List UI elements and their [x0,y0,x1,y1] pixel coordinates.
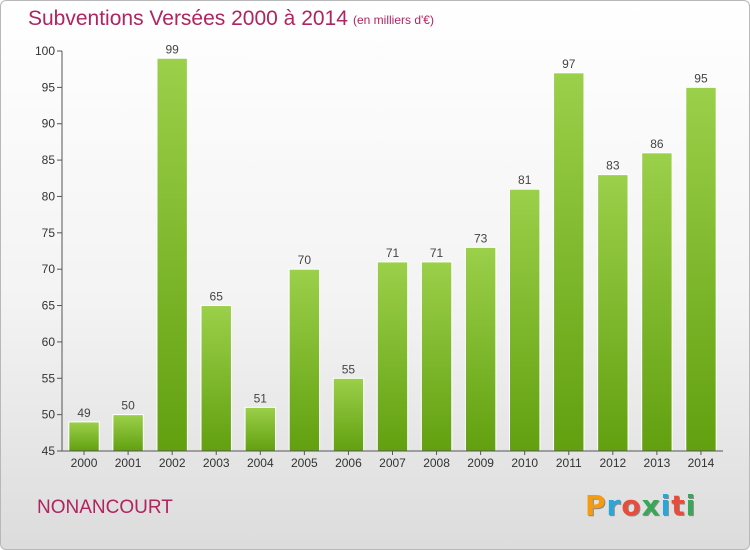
x-tick-label: 2008 [423,456,450,470]
y-tick-label: 50 [42,408,56,422]
bar [641,152,673,452]
bar [332,377,365,452]
y-tick-label: 85 [42,153,56,167]
x-tick-label: 2003 [203,456,230,470]
y-tick-label: 55 [42,371,56,385]
x-tick-label: 2009 [467,456,494,470]
x-tick-label: 2000 [71,456,98,470]
bar [244,406,277,452]
bar-value-label: 71 [430,246,444,260]
bar [200,305,232,452]
x-tick-label: 2013 [644,456,671,470]
bar [464,246,497,452]
x-tick-label: 2005 [291,456,318,470]
commune-name: NONANCOURT [37,497,173,518]
bar-value-label: 86 [650,137,664,151]
bar [112,414,144,452]
bar-value-label: 83 [606,159,620,173]
chart-title: Subventions Versées 2000 à 2014 [28,7,348,30]
bar [597,174,629,452]
logo-letter: P [585,489,607,522]
x-tick-label: 2011 [556,456,582,470]
bar [68,421,100,452]
logo-letter: i [685,489,697,522]
y-tick-label: 70 [42,262,56,276]
logo-letter: x [641,489,661,522]
bar-value-label: 99 [165,42,179,56]
bar-value-label: 55 [342,362,356,376]
bar [553,72,585,452]
bar-value-label: 73 [474,231,488,245]
bar-value-label: 51 [254,391,268,405]
bar [508,188,541,452]
bar [685,86,717,452]
bar-value-label: 95 [694,71,708,85]
bar-value-label: 71 [386,246,400,260]
x-tick-label: 2006 [335,456,362,470]
y-tick-label: 100 [35,44,55,58]
bar-value-label: 81 [518,173,532,187]
logo-letter: i [660,489,672,522]
bar [420,261,453,452]
bar [376,261,409,452]
proxiti-logo: Proxiti [585,489,696,522]
x-tick-label: 2002 [159,456,186,470]
x-tick-label: 2010 [511,456,538,470]
y-tick-label: 95 [42,80,56,94]
bar-value-label: 97 [562,57,576,71]
x-tick-label: 2007 [379,456,406,470]
y-tick-label: 45 [42,444,56,458]
chart-subtitle: (en milliers d'€) [353,13,434,27]
x-tick-label: 2001 [115,456,142,470]
y-tick-label: 75 [42,226,56,240]
x-tick-label: 2014 [688,456,715,470]
y-tick-label: 80 [42,189,56,203]
x-tick-label: 2004 [247,456,274,470]
y-tick-label: 90 [42,117,56,131]
bar-value-label: 70 [298,253,312,267]
y-tick-label: 60 [42,335,56,349]
x-tick-label: 2012 [599,456,626,470]
logo-letter: r [606,489,622,522]
bar-value-label: 49 [77,406,91,420]
bar [288,268,321,452]
logo-letter: o [621,489,642,522]
bar-value-label: 50 [121,399,135,413]
y-tick-label: 65 [42,299,56,313]
logo-letter: t [671,489,686,522]
bar [156,57,188,452]
bar-value-label: 65 [210,290,224,304]
